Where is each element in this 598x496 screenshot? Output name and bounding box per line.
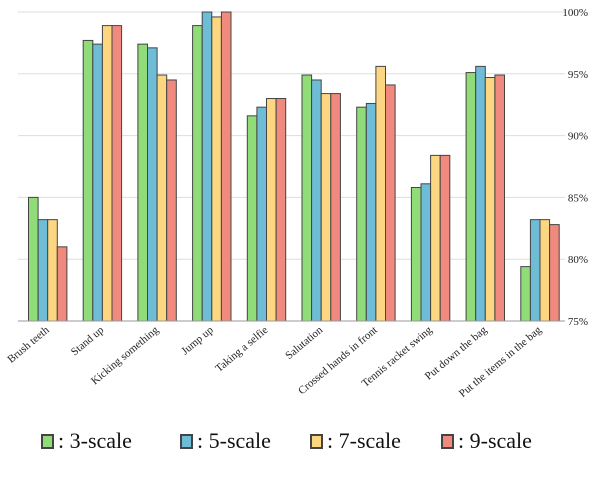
bar bbox=[28, 196, 39, 322]
bar bbox=[465, 72, 477, 322]
x-tick-label: Stand up bbox=[69, 324, 107, 358]
bar bbox=[220, 11, 232, 322]
legend-label-5-scale: : 5-scale bbox=[197, 428, 271, 453]
bar bbox=[330, 93, 341, 322]
bar bbox=[420, 183, 432, 322]
bar bbox=[211, 16, 222, 322]
legend-label-3-scale: : 3-scale bbox=[58, 428, 132, 453]
y-tick-label: 85% bbox=[568, 192, 588, 204]
bar bbox=[410, 187, 422, 322]
bar bbox=[166, 79, 177, 322]
legend-swatch-3-scale bbox=[41, 433, 54, 449]
legend-item-7-scale: : 7-scale bbox=[310, 428, 401, 454]
y-tick-label: 80% bbox=[568, 254, 588, 266]
bar bbox=[137, 43, 148, 322]
legend-swatch-5-scale bbox=[180, 433, 193, 449]
bar bbox=[111, 25, 123, 322]
bars bbox=[28, 11, 560, 322]
y-tick-label: 75% bbox=[568, 316, 588, 328]
bar bbox=[311, 79, 322, 322]
legend-item-5-scale: : 5-scale bbox=[180, 428, 271, 454]
bar bbox=[365, 102, 377, 322]
bar bbox=[192, 25, 203, 322]
bar-chart: 75%80%85%90%95%100% Brush teeth Stand upK… bbox=[5, 7, 588, 400]
bar bbox=[385, 84, 396, 322]
bar bbox=[475, 65, 486, 322]
bar bbox=[56, 246, 68, 322]
bar bbox=[246, 115, 258, 322]
y-tick-label: 90% bbox=[568, 131, 588, 143]
bar bbox=[430, 154, 441, 322]
legend-item-3-scale: : 3-scale bbox=[41, 428, 132, 454]
y-tick-label: 100% bbox=[562, 7, 588, 19]
bar bbox=[484, 77, 496, 322]
bar bbox=[539, 219, 551, 322]
y-axis-ticks: 75% 80% 85% 90% 95% 100% bbox=[562, 7, 588, 328]
legend-swatch-7-scale bbox=[310, 433, 323, 449]
x-tick-label: Jump up bbox=[179, 324, 216, 358]
bar bbox=[92, 43, 103, 322]
bar bbox=[439, 154, 451, 322]
legend-label-9-scale: : 9-scale bbox=[458, 428, 532, 453]
bar bbox=[266, 98, 277, 322]
bar bbox=[147, 47, 158, 322]
bar bbox=[520, 266, 531, 322]
bar bbox=[275, 98, 287, 322]
bar bbox=[356, 106, 367, 322]
bar bbox=[320, 93, 332, 322]
bar bbox=[301, 74, 313, 322]
x-tick-label: Brush teeth bbox=[5, 324, 52, 366]
bar bbox=[256, 106, 267, 322]
bar bbox=[529, 219, 541, 322]
bar bbox=[101, 25, 113, 322]
bar bbox=[82, 39, 94, 322]
bar bbox=[37, 219, 49, 322]
y-tick-label: 95% bbox=[568, 69, 588, 81]
bar bbox=[201, 11, 213, 322]
legend-swatch-9-scale bbox=[441, 433, 454, 449]
bar bbox=[47, 219, 58, 322]
legend-item-9-scale: : 9-scale bbox=[441, 428, 532, 454]
x-tick-label: Salutation bbox=[283, 324, 325, 362]
bar bbox=[375, 65, 386, 322]
bar bbox=[549, 224, 560, 322]
bar bbox=[494, 74, 505, 322]
bar bbox=[156, 74, 168, 322]
legend-label-7-scale: : 7-scale bbox=[327, 428, 401, 453]
legend: : 3-scale : 5-scale : 7-scale : 9-scale bbox=[0, 428, 598, 468]
x-tick-label: Taking a selfie bbox=[213, 324, 270, 375]
